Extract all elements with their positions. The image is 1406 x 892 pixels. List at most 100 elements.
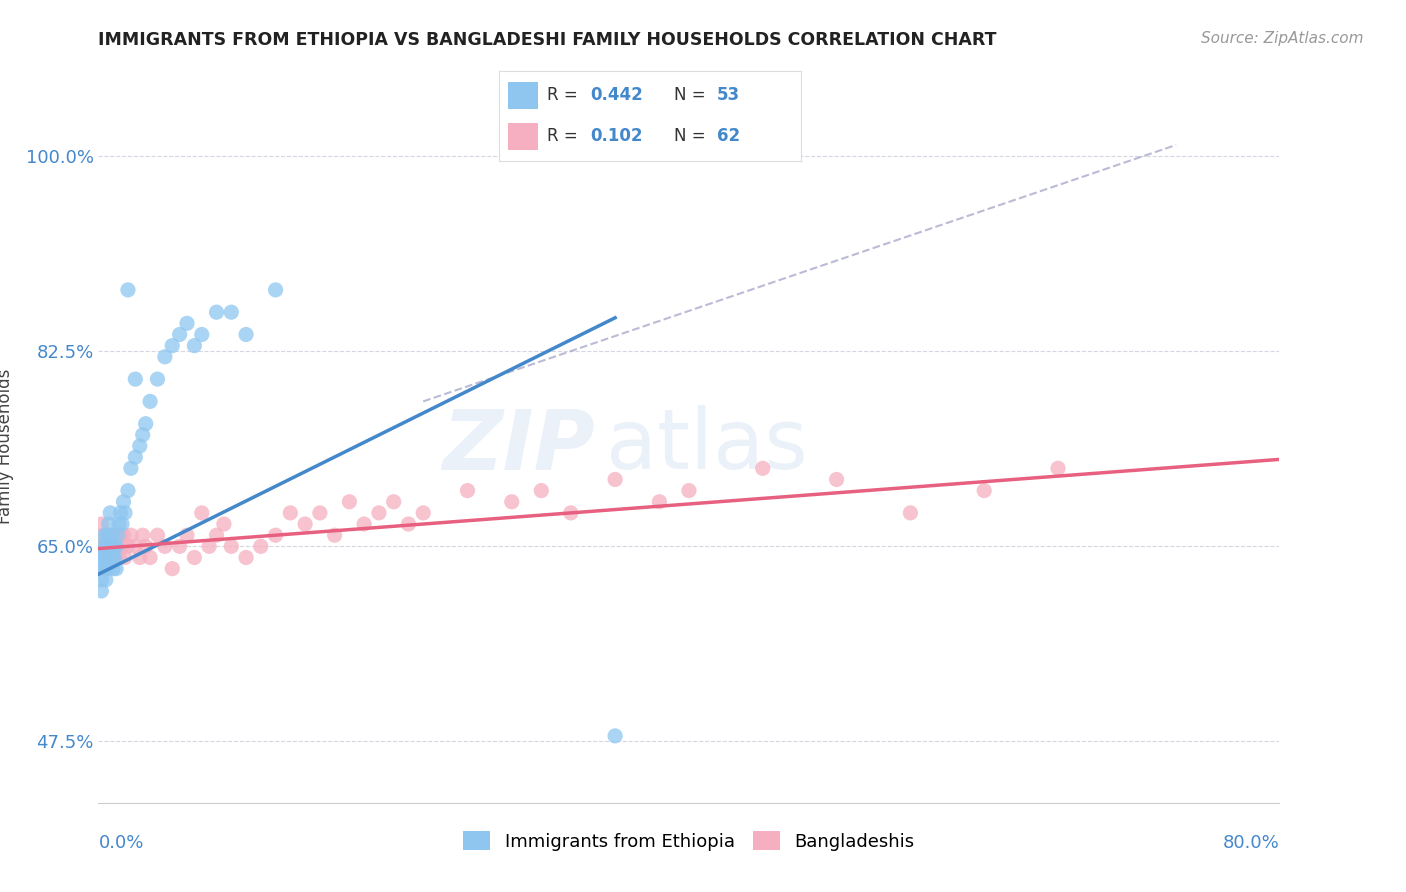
Point bbox=[100, 528, 122, 542]
Point bbox=[107, 539, 129, 553]
Point bbox=[94, 562, 117, 576]
Point bbox=[108, 517, 131, 532]
Point bbox=[264, 283, 287, 297]
Point bbox=[128, 439, 150, 453]
Point bbox=[560, 506, 582, 520]
Point bbox=[97, 517, 120, 532]
Point bbox=[501, 495, 523, 509]
Point bbox=[107, 528, 129, 542]
Point bbox=[105, 562, 128, 576]
Point bbox=[183, 550, 205, 565]
FancyBboxPatch shape bbox=[508, 82, 538, 109]
Point bbox=[124, 539, 146, 553]
Point bbox=[97, 539, 120, 553]
Text: N =: N = bbox=[675, 128, 711, 145]
Point bbox=[900, 506, 922, 520]
Point bbox=[120, 461, 142, 475]
FancyBboxPatch shape bbox=[508, 123, 538, 150]
Point bbox=[93, 528, 115, 542]
Text: 53: 53 bbox=[717, 87, 740, 104]
Text: 0.442: 0.442 bbox=[591, 87, 643, 104]
Point bbox=[205, 528, 228, 542]
Text: 0.102: 0.102 bbox=[591, 128, 643, 145]
Point bbox=[139, 394, 162, 409]
Text: IMMIGRANTS FROM ETHIOPIA VS BANGLADESHI FAMILY HOUSEHOLDS CORRELATION CHART: IMMIGRANTS FROM ETHIOPIA VS BANGLADESHI … bbox=[98, 31, 997, 49]
Point bbox=[353, 517, 375, 532]
Point bbox=[94, 573, 117, 587]
Point bbox=[96, 528, 118, 542]
Point bbox=[94, 539, 117, 553]
Point bbox=[396, 517, 419, 532]
Point bbox=[412, 506, 434, 520]
Point bbox=[100, 539, 122, 553]
Point bbox=[105, 539, 128, 553]
Point bbox=[278, 506, 302, 520]
Point bbox=[176, 317, 198, 331]
Point bbox=[114, 506, 136, 520]
Point bbox=[382, 495, 405, 509]
Point bbox=[153, 539, 176, 553]
Point bbox=[648, 495, 671, 509]
Point bbox=[135, 539, 157, 553]
Point bbox=[973, 483, 995, 498]
Point bbox=[104, 539, 127, 553]
Point bbox=[825, 473, 848, 487]
Point bbox=[97, 539, 120, 553]
Point bbox=[100, 528, 122, 542]
Point bbox=[98, 550, 121, 565]
Point bbox=[103, 562, 125, 576]
Point bbox=[368, 506, 391, 520]
Text: 62: 62 bbox=[717, 128, 740, 145]
Point bbox=[309, 506, 332, 520]
Point bbox=[96, 528, 118, 542]
Point bbox=[90, 573, 112, 587]
Text: 80.0%: 80.0% bbox=[1223, 834, 1279, 852]
Point bbox=[678, 483, 700, 498]
Point bbox=[91, 550, 114, 565]
Point bbox=[162, 562, 183, 576]
Point bbox=[132, 528, 155, 542]
Point bbox=[605, 729, 627, 743]
Point bbox=[90, 584, 112, 599]
Point bbox=[169, 327, 191, 342]
Point bbox=[91, 539, 114, 553]
Point bbox=[198, 539, 221, 553]
Point bbox=[89, 539, 111, 553]
Point bbox=[294, 517, 316, 532]
Point bbox=[111, 517, 134, 532]
Point bbox=[93, 539, 115, 553]
Point bbox=[117, 483, 139, 498]
Point bbox=[112, 495, 135, 509]
Point bbox=[89, 550, 111, 565]
Point bbox=[605, 473, 627, 487]
Point bbox=[146, 528, 169, 542]
Point bbox=[751, 461, 773, 475]
Point bbox=[456, 483, 478, 498]
Point bbox=[530, 483, 553, 498]
Text: N =: N = bbox=[675, 87, 711, 104]
Text: ZIP: ZIP bbox=[441, 406, 595, 486]
Point bbox=[323, 528, 346, 542]
Point bbox=[124, 372, 146, 386]
Text: atlas: atlas bbox=[606, 406, 808, 486]
Point bbox=[191, 327, 214, 342]
Point bbox=[89, 562, 111, 576]
Point bbox=[108, 550, 131, 565]
Point bbox=[90, 517, 112, 532]
Point bbox=[128, 550, 150, 565]
Point bbox=[110, 506, 132, 520]
Point bbox=[183, 339, 205, 353]
Point bbox=[135, 417, 157, 431]
Point bbox=[162, 339, 183, 353]
Point bbox=[146, 372, 169, 386]
Point bbox=[93, 562, 115, 576]
Point bbox=[117, 539, 139, 553]
Legend: Immigrants from Ethiopia, Bangladeshis: Immigrants from Ethiopia, Bangladeshis bbox=[456, 824, 922, 858]
Point bbox=[114, 550, 136, 565]
Point bbox=[110, 528, 132, 542]
Point bbox=[153, 350, 176, 364]
Point bbox=[235, 550, 257, 565]
Text: 0.0%: 0.0% bbox=[98, 834, 143, 852]
Text: Source: ZipAtlas.com: Source: ZipAtlas.com bbox=[1201, 31, 1364, 46]
Point bbox=[205, 305, 228, 319]
